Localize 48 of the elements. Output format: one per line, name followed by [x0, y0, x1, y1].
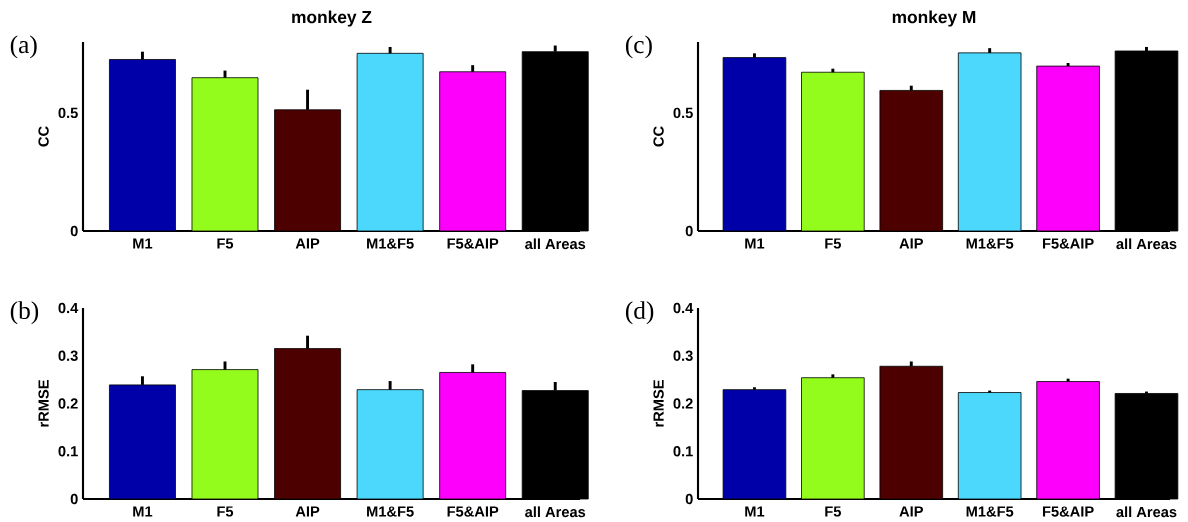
y-tick-label: 0.3	[58, 350, 78, 361]
y-tick-label: 0.3	[673, 350, 693, 361]
y-tick-label: 0.2	[673, 398, 693, 409]
y-tick-label: 0	[70, 493, 78, 505]
y-tick-label: 0.5	[673, 107, 693, 119]
y-tick-label: 0	[685, 493, 693, 505]
y-axis-title: rRMSE	[38, 380, 49, 427]
x-tick-label: M1&F5	[966, 506, 1014, 517]
x-tick-label: M1	[133, 238, 153, 249]
x-tick-label: F5&AIP	[447, 506, 499, 517]
y-tick-label: 0.2	[58, 398, 78, 409]
x-tick-label: M1	[133, 506, 153, 517]
y-tick-label: 0.1	[673, 446, 693, 457]
y-tick-label: 0.4	[58, 302, 79, 314]
x-tick-label: F5	[825, 238, 842, 249]
x-tick-label: M1	[745, 238, 765, 249]
text: (d)	[625, 301, 654, 325]
y-tick-label: 0.1	[58, 446, 78, 457]
x-tick-label: AIP	[295, 238, 320, 249]
x-tick-label: F5&AIP	[447, 238, 499, 249]
y-tick-label: 0.4	[673, 302, 694, 314]
y-axis-title: CC	[38, 126, 49, 147]
x-tick-label: F5	[217, 238, 234, 249]
x-tick-label: AIP	[295, 506, 320, 517]
chart-title: monkey M	[892, 10, 976, 27]
x-tick-label: F5&AIP	[1042, 506, 1094, 517]
x-tick-label: M1	[745, 506, 765, 517]
x-tick-label: AIP	[899, 506, 923, 517]
x-tick-label: M1&F5	[367, 506, 414, 517]
x-tick-label: F5&AIP	[1042, 238, 1094, 249]
x-tick-label: M1&F5	[966, 238, 1014, 249]
text: (b)	[10, 301, 39, 325]
y-axis-title: rRMSE	[653, 380, 664, 427]
chart-title: monkey Z	[292, 10, 372, 27]
x-tick-label: AIP	[899, 238, 923, 249]
y-tick-label: 0	[685, 225, 693, 237]
x-tick-label: all Areas	[1116, 506, 1177, 518]
x-tick-label: all Areas	[1116, 238, 1177, 250]
x-tick-label: all Areas	[525, 238, 586, 250]
y-tick-label: 0	[70, 225, 78, 237]
text: (c)	[625, 35, 652, 59]
y-tick-label: 0.5	[58, 107, 78, 119]
x-tick-label: F5	[825, 506, 842, 517]
text: (a)	[10, 35, 37, 59]
x-tick-label: F5	[217, 506, 234, 517]
x-tick-label: all Areas	[525, 506, 586, 518]
x-tick-label: M1&F5	[367, 238, 414, 249]
y-axis-title: CC	[653, 126, 664, 147]
